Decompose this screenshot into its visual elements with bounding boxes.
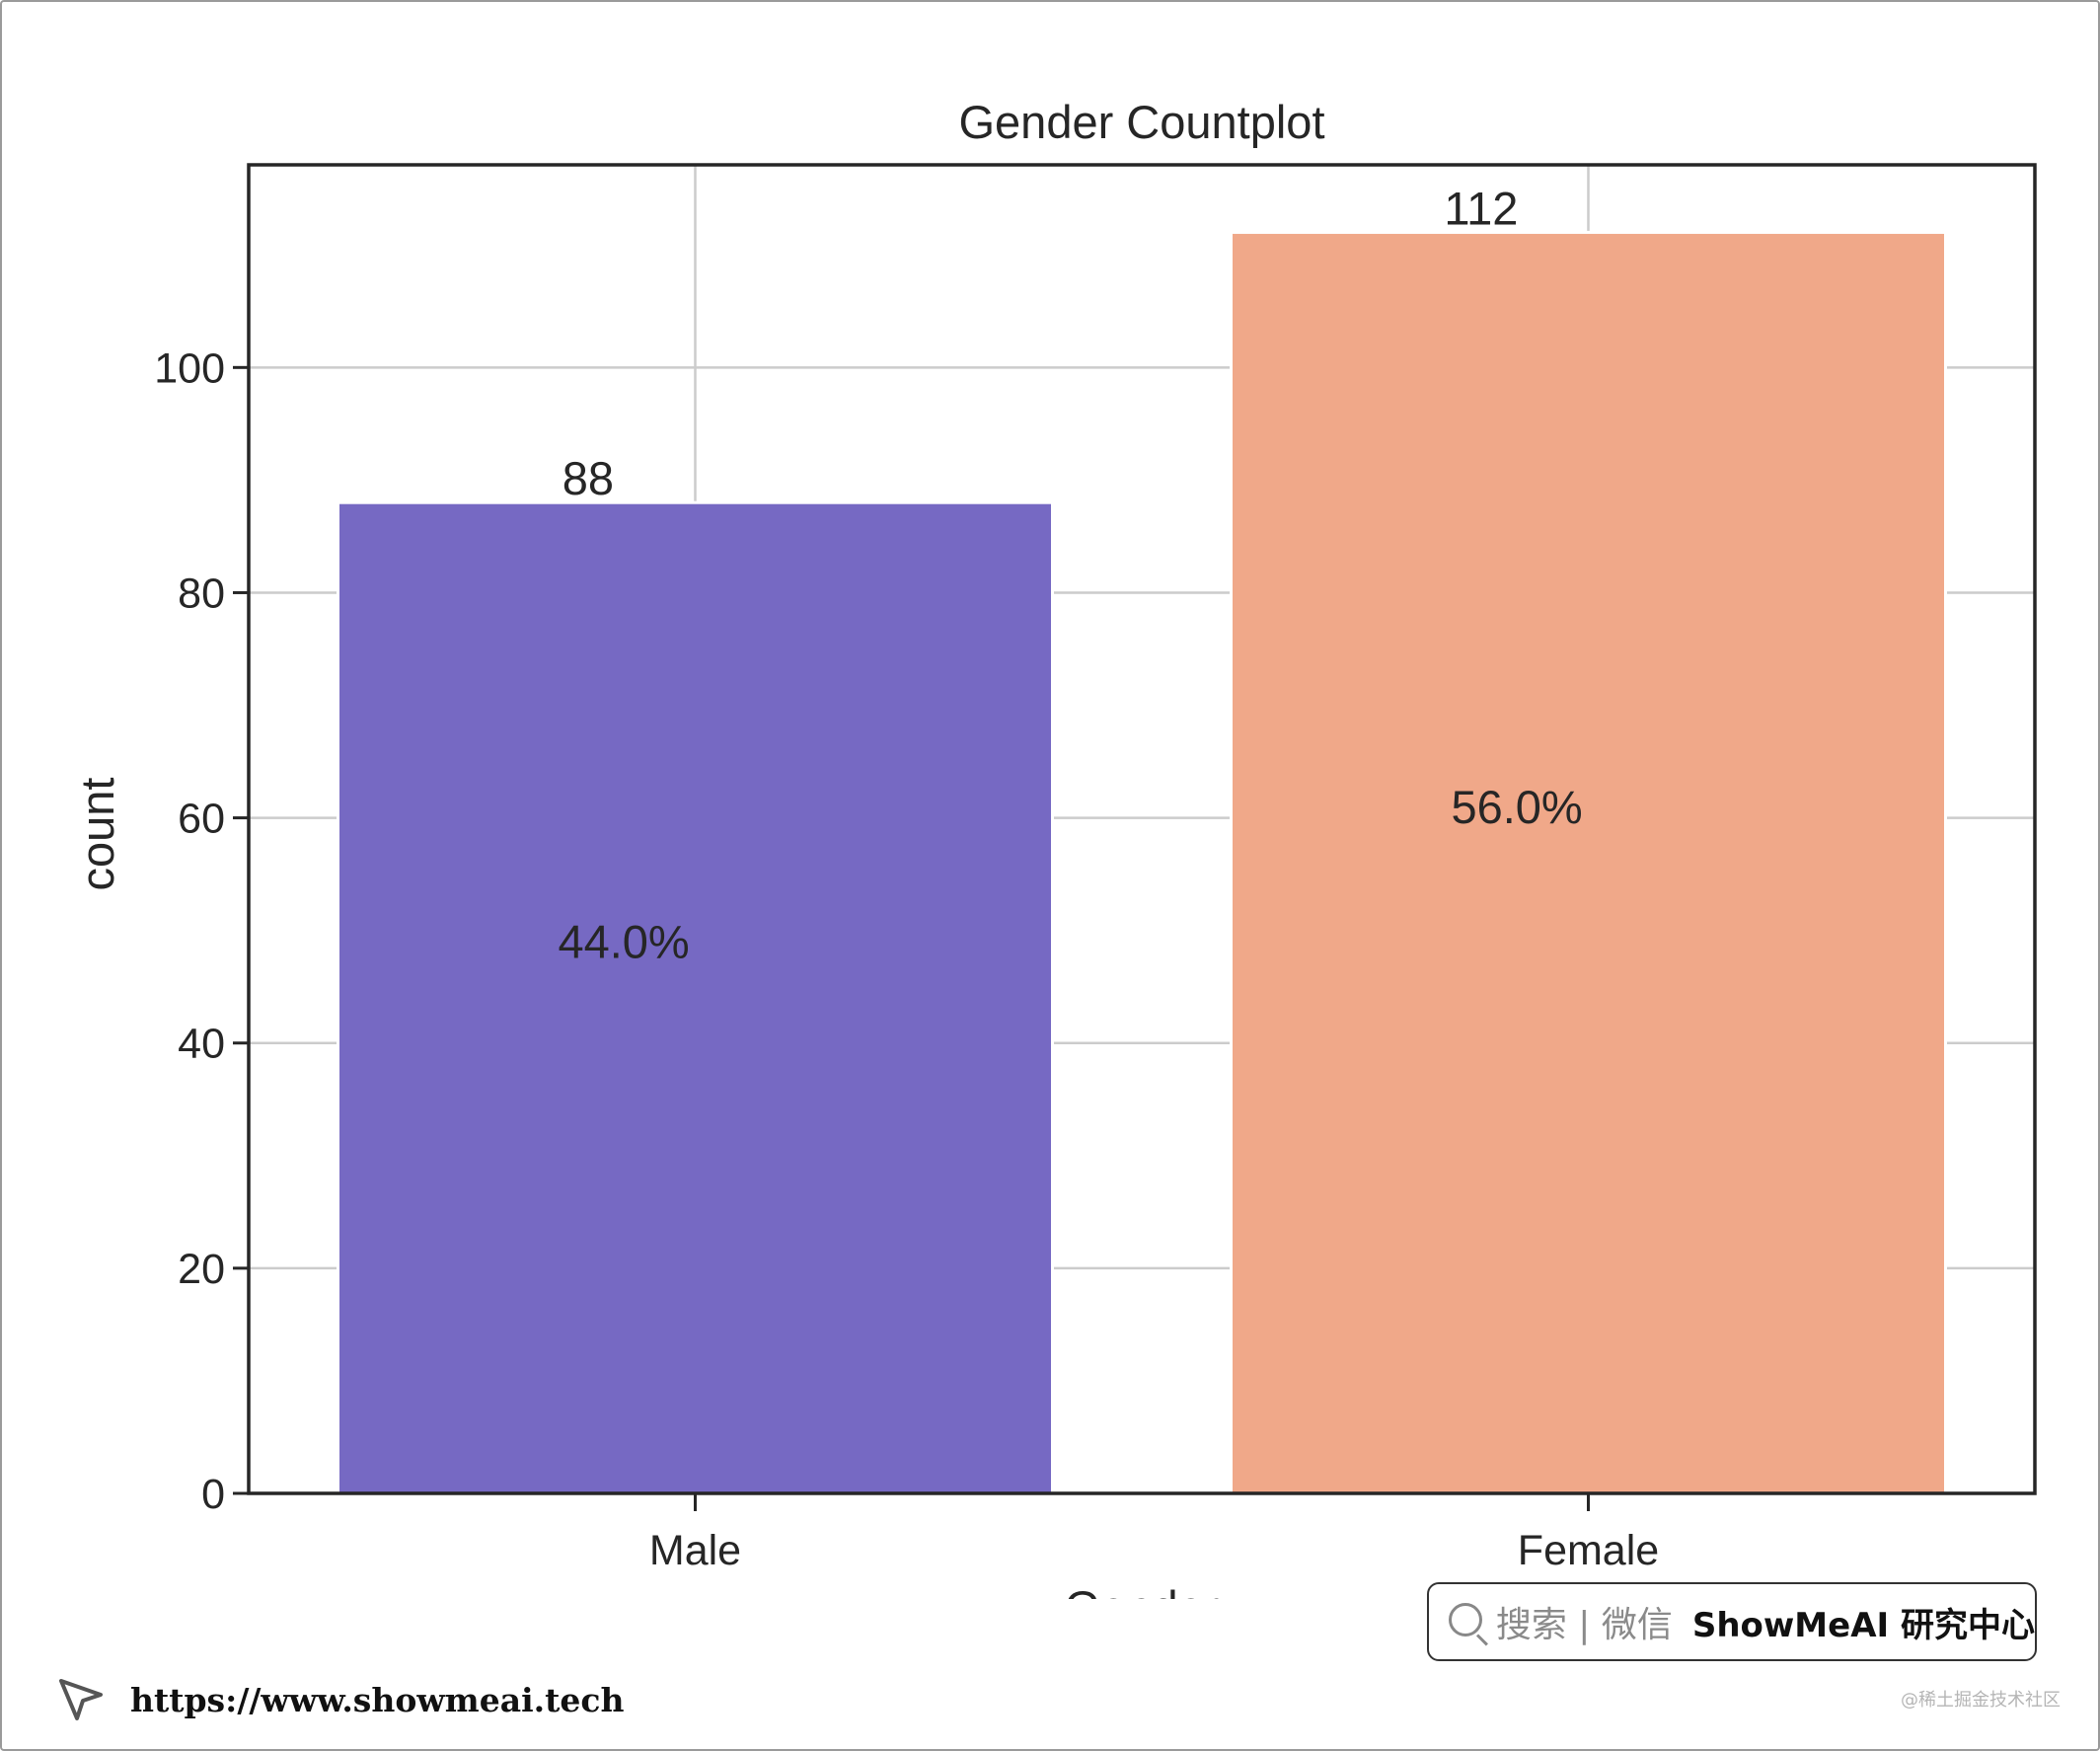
cursor-pointer-icon (59, 1679, 103, 1720)
y-tick-label: 60 (178, 796, 225, 843)
search-text: 搜索 | 微信 (1495, 1605, 1673, 1645)
percent-label-female: 56.0% (1451, 781, 1582, 833)
data-labels: 88 44.0% 112 56.0% (558, 182, 1582, 967)
y-tick-label: 40 (178, 1021, 225, 1068)
value-label-female: 112 (1444, 182, 1518, 234)
y-tick-label: 80 (178, 570, 225, 617)
axis-ticks: 0 20 40 60 80 100 Male Female (154, 344, 1659, 1574)
bar-female (1230, 230, 1947, 1495)
x-tick-label-female: Female (1518, 1527, 1659, 1574)
bars (337, 230, 1947, 1495)
y-tick-label: 20 (178, 1246, 225, 1293)
plot-frame (247, 163, 2037, 1495)
wechat-search-badge: 搜索 | 微信 ShowMeAI 研究中心 (1427, 1582, 2037, 1661)
website-footer: https://www.showmeai.tech (55, 1673, 624, 1726)
bar-male (337, 500, 1054, 1495)
y-tick-label: 0 (201, 1471, 225, 1518)
chart-title: Gender Countplot (958, 96, 1324, 148)
x-axis-label: Gender (1065, 1581, 1220, 1599)
search-icon (1447, 1601, 1486, 1642)
percent-label-male: 44.0% (558, 916, 689, 968)
brand-text: ShowMeAI 研究中心 (1691, 1605, 2035, 1645)
y-axis-label: count (71, 778, 123, 891)
website-url[interactable]: https://www.showmeai.tech (130, 1680, 625, 1719)
y-tick-label: 100 (154, 344, 225, 392)
juejin-watermark: @稀土掘金技术社区 (1901, 1690, 2061, 1711)
value-label-male: 88 (562, 452, 614, 504)
bar-chart: 0 20 40 60 80 100 Male Female 88 44.0% 112 56.0% G… (71, 96, 2037, 1599)
x-tick-label-male: Male (649, 1527, 741, 1574)
